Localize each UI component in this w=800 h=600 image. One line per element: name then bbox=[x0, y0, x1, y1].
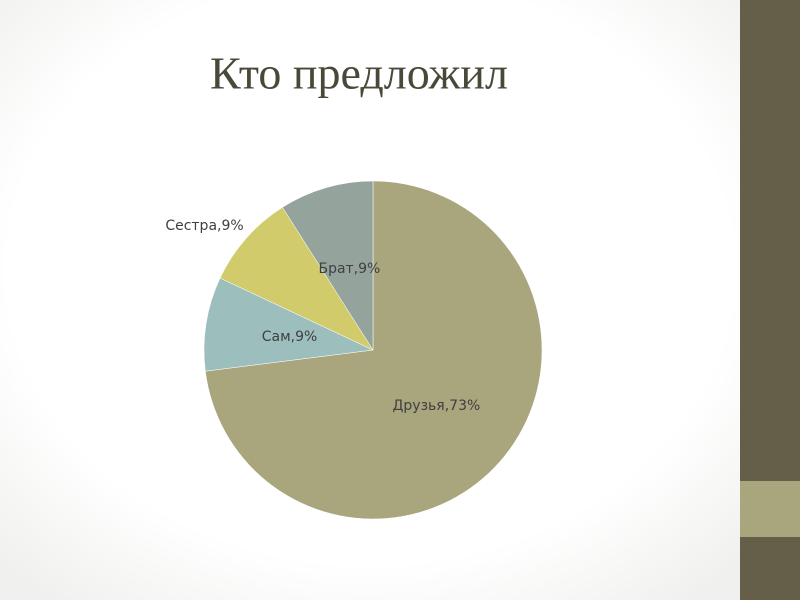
pie-slice bbox=[219, 206, 374, 351]
side-accent bbox=[740, 481, 800, 537]
chart-title: Кто предложил bbox=[210, 48, 508, 99]
slice-label: Сестра,9% bbox=[165, 218, 243, 234]
slice-label: Брат,9% bbox=[318, 261, 380, 277]
pie: Друзья,73% Сам,9% Сестра,9% Брат,9% bbox=[165, 180, 543, 520]
slice-label: Друзья,73% bbox=[392, 398, 480, 414]
pie-slice bbox=[205, 180, 543, 520]
pie-slice bbox=[203, 277, 374, 372]
slice-label: Сам,9% bbox=[262, 329, 318, 345]
pie-slice bbox=[282, 180, 374, 351]
